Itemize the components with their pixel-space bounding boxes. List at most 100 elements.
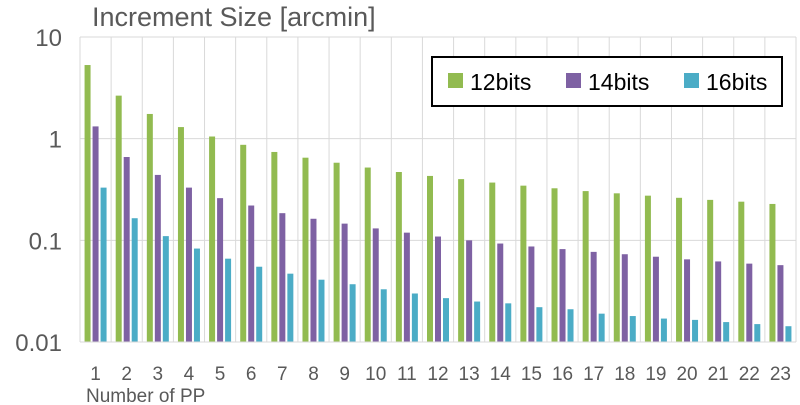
bar-14bits [435, 236, 441, 342]
x-tick-label: 11 [397, 364, 417, 385]
legend-label-12bits: 12bits [470, 69, 531, 95]
bar-series [84, 65, 792, 343]
bar-12bits [520, 185, 527, 342]
bar-14bits [310, 218, 317, 342]
bar-12bits [84, 65, 91, 342]
bar-12bits [613, 193, 620, 342]
bar-16bits [411, 293, 418, 342]
bar-12bits [240, 144, 247, 342]
y-tick-label: 1 [49, 127, 62, 154]
x-tick-label: 2 [121, 364, 132, 385]
bar-16bits [162, 236, 169, 342]
bar-12bits [271, 151, 278, 342]
bar-16bits [692, 319, 699, 342]
x-tick-label: 23 [770, 364, 791, 385]
bar-12bits [458, 179, 465, 342]
bar-14bits [746, 263, 753, 342]
bar-12bits [676, 197, 683, 342]
bar-14bits [185, 187, 192, 342]
bar-16bits [567, 309, 574, 342]
bar-16bits [629, 316, 636, 342]
y-tick-label: 0.1 [29, 228, 62, 255]
bar-14bits [92, 126, 99, 342]
x-tick-label: 16 [552, 364, 573, 385]
bar-12bits [333, 162, 340, 342]
legend-label-16bits: 16bits [706, 69, 767, 95]
bar-12bits [302, 157, 309, 342]
x-tick-label: 19 [645, 364, 666, 385]
bar-16bits [505, 303, 512, 342]
bar-14bits [621, 254, 628, 342]
bar-16bits [754, 324, 761, 342]
x-tick-label: 3 [153, 364, 164, 385]
bar-12bits [582, 191, 589, 342]
bar-12bits [427, 175, 433, 342]
bar-16bits [785, 326, 792, 342]
bar-14bits [715, 261, 722, 342]
bar-16bits [660, 318, 667, 342]
x-tick-label: 13 [459, 364, 480, 385]
gridlines [79, 36, 797, 343]
legend-swatch-14bits [566, 73, 581, 88]
bar-14bits [123, 157, 130, 342]
bar-14bits [341, 223, 348, 342]
bar-14bits [217, 198, 224, 342]
bar-16bits [193, 248, 200, 342]
x-tick-label: 14 [490, 364, 512, 385]
legend-box [431, 56, 783, 107]
x-tick-label: 18 [614, 364, 635, 385]
bar-14bits [248, 205, 255, 342]
bar-12bits [707, 199, 714, 342]
bar-16bits [100, 187, 107, 342]
bar-16bits [536, 307, 543, 342]
x-tick-label: 5 [215, 364, 226, 385]
x-tick-label: 7 [277, 364, 288, 385]
bar-16bits [318, 279, 325, 342]
chart-title: Increment Size [arcmin] [92, 2, 376, 32]
x-axis-label: Number of PP [86, 386, 205, 405]
bar-16bits [256, 266, 263, 342]
x-tick-label: 17 [583, 364, 604, 385]
bar-16bits [443, 298, 449, 342]
x-tick-label: 15 [521, 364, 542, 385]
bar-14bits [652, 256, 659, 342]
y-tick-label: 10 [35, 25, 62, 52]
bar-14bits [372, 228, 379, 342]
bar-12bits [644, 195, 651, 342]
legend-swatch-16bits [684, 73, 699, 88]
bar-12bits [489, 182, 496, 342]
x-tick-label: 1 [90, 364, 101, 385]
bar-14bits [279, 213, 286, 342]
bar-14bits [559, 249, 566, 342]
x-axis-ticks: 1 2 3 4 5 6 7 8 9 10 11 12 13 14 15 16 17 18 19 20 21 22 23 [90, 364, 791, 385]
bar-16bits [225, 258, 232, 342]
bar-16bits [474, 301, 481, 342]
bar-12bits [551, 188, 558, 342]
x-tick-label: 6 [246, 364, 257, 385]
legend: 12bits 14bits 16bits [431, 56, 783, 107]
bar-16bits [287, 273, 294, 342]
bar-14bits [528, 246, 535, 342]
x-tick-label: 8 [308, 364, 319, 385]
bar-12bits [769, 203, 776, 342]
bar-12bits [364, 167, 371, 342]
bar-16bits [349, 284, 356, 342]
bar-12bits [177, 127, 184, 342]
bar-12bits [738, 201, 745, 342]
x-tick-label: 10 [365, 364, 386, 385]
bar-16bits [723, 322, 730, 342]
legend-label-14bits: 14bits [588, 69, 649, 95]
bar-16bits [131, 218, 138, 342]
x-tick-label: 4 [184, 364, 195, 385]
y-tick-label: 0.01 [15, 330, 62, 357]
bar-14bits [497, 243, 504, 342]
bar-14bits [777, 265, 784, 342]
x-tick-label: 20 [676, 364, 697, 385]
bar-14bits [684, 259, 691, 342]
bar-16bits [380, 289, 387, 342]
bar-16bits [598, 313, 605, 342]
bar-12bits [115, 95, 122, 342]
bar-12bits [395, 172, 402, 342]
y-axis-ticks: 10 1 0.1 0.01 [15, 25, 62, 357]
